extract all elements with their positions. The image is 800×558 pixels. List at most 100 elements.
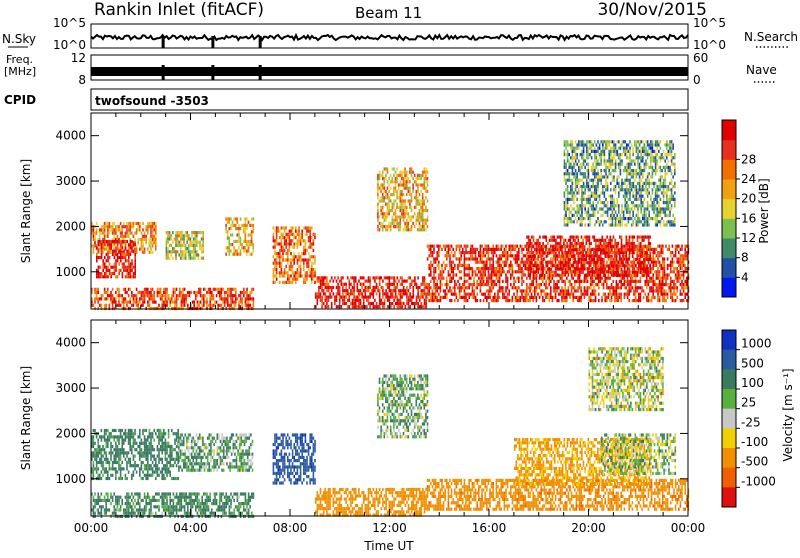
heatmap-cell xyxy=(662,245,664,248)
heatmap-cell xyxy=(125,232,127,235)
heatmap-cell xyxy=(505,261,507,264)
heatmap-cell xyxy=(683,264,685,267)
heatmap-cell xyxy=(285,246,287,249)
heatmap-cell xyxy=(273,271,275,274)
heatmap-cell xyxy=(281,262,283,265)
heatmap-cell xyxy=(390,276,392,279)
heatmap-cell xyxy=(405,280,407,283)
heatmap-cell xyxy=(186,241,188,244)
heatmap-cell xyxy=(102,225,104,228)
heatmap-cell xyxy=(99,256,101,259)
heatmap-cell xyxy=(227,217,229,220)
heatmap-cell xyxy=(199,244,201,247)
heatmap-cell xyxy=(680,289,682,292)
heatmap-cell xyxy=(110,228,112,231)
heatmap-cell xyxy=(179,288,181,291)
heatmap-cell xyxy=(628,280,630,283)
heatmap-cell xyxy=(526,255,528,258)
heatmap-cell xyxy=(292,233,294,236)
heatmap-cell xyxy=(529,299,531,302)
heatmap-cell xyxy=(597,248,599,251)
heatmap-cell xyxy=(128,288,130,291)
nsearch-tick-bottom: 10^0 xyxy=(693,38,726,52)
heatmap-cell xyxy=(624,280,626,283)
heatmap-cell xyxy=(293,246,295,249)
heatmap-cell xyxy=(539,242,541,245)
heatmap-cell xyxy=(329,280,331,283)
heatmap-cell xyxy=(279,274,281,277)
heatmap-cell xyxy=(676,261,678,264)
heatmap-cell xyxy=(542,236,544,239)
heatmap-cell xyxy=(235,253,237,256)
heatmap-cell xyxy=(686,286,688,289)
heatmap-cell xyxy=(548,299,550,302)
heatmap-cell xyxy=(449,277,451,280)
heatmap-cell xyxy=(241,297,243,300)
heatmap-cell xyxy=(611,268,613,271)
heatmap-cell xyxy=(237,297,239,300)
heatmap-cell xyxy=(576,248,578,251)
heatmap-cell xyxy=(187,291,189,294)
heatmap-cell xyxy=(388,183,390,186)
heatmap-cell xyxy=(326,289,328,292)
heatmap-cell xyxy=(150,241,152,244)
heatmap-cell xyxy=(102,246,104,249)
heatmap-cell xyxy=(238,246,240,249)
heatmap-cell xyxy=(240,243,242,246)
heatmap-cell xyxy=(528,286,530,289)
heatmap-cell xyxy=(425,187,427,190)
heatmap-cell xyxy=(470,277,472,280)
heatmap-cell xyxy=(513,293,515,296)
heatmap-cell xyxy=(642,239,644,242)
heatmap-cell xyxy=(112,266,114,269)
heatmap-cell xyxy=(337,305,339,308)
heatmap-cell xyxy=(524,261,526,264)
heatmap-cell xyxy=(230,288,232,291)
heatmap-cell xyxy=(565,204,567,207)
heatmap-cell xyxy=(430,293,432,296)
heatmap-cell xyxy=(668,264,670,267)
heatmap-cell xyxy=(492,248,494,251)
heatmap-cell xyxy=(396,193,398,196)
heatmap-cell xyxy=(406,289,408,292)
heatmap-cell xyxy=(580,286,582,289)
heatmap-cell xyxy=(538,248,540,251)
heatmap-cell xyxy=(129,232,131,235)
heatmap-cell xyxy=(595,268,597,271)
heatmap-cell xyxy=(483,248,485,251)
heatmap-cell xyxy=(401,199,403,202)
heatmap-cell xyxy=(456,248,458,251)
heatmap-cell xyxy=(614,296,616,299)
heatmap-cell xyxy=(468,273,470,276)
heatmap-cell xyxy=(443,261,445,264)
heatmap-cell xyxy=(528,264,530,267)
heatmap-cell xyxy=(452,273,454,276)
heatmap-cell xyxy=(565,188,567,191)
heatmap-cell xyxy=(306,230,308,233)
heatmap-cell xyxy=(573,264,575,267)
heatmap-cell xyxy=(592,299,594,302)
heatmap-cell xyxy=(681,273,683,276)
heatmap-cell xyxy=(117,259,119,262)
heatmap-cell xyxy=(507,280,509,283)
heatmap-cell xyxy=(648,236,650,239)
heatmap-cell xyxy=(352,289,354,292)
heatmap-cell xyxy=(642,248,644,251)
heatmap-cell xyxy=(560,236,562,239)
heatmap-cell xyxy=(398,196,400,199)
heatmap-cell xyxy=(664,299,666,302)
heatmap-cell xyxy=(484,293,486,296)
heatmap-cell xyxy=(481,270,483,273)
heatmap-cell xyxy=(118,301,120,304)
heatmap-cell xyxy=(273,255,275,258)
heatmap-cell xyxy=(489,261,491,264)
heatmap-cell xyxy=(595,296,597,299)
heatmap-cell xyxy=(243,249,245,252)
heatmap-cell xyxy=(125,253,127,256)
heatmap-cell xyxy=(238,227,240,230)
heatmap-cell xyxy=(499,257,501,260)
heatmap-cell xyxy=(107,222,109,225)
heatmap-cell xyxy=(581,195,583,198)
heatmap-cell xyxy=(550,236,552,239)
heatmap-cell xyxy=(104,266,106,269)
